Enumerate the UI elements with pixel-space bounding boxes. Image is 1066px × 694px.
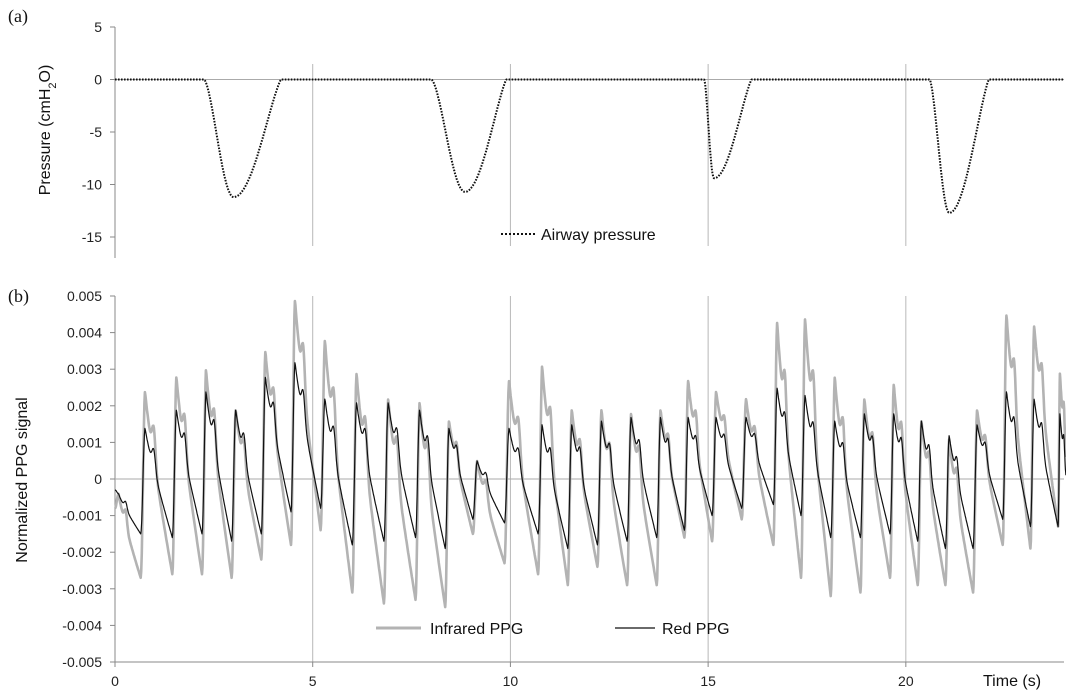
panel-a-axes (114, 27, 1064, 258)
panel-b-ppg: (b) Normalized PPG signal 0.0050.0040.00… (8, 286, 1066, 690)
panel-b-ytick-label: 0.005 (67, 288, 102, 304)
panel-b-ytick-label: 0.004 (67, 325, 102, 341)
panel-a-y-axis-title: Pressure (cmH2O) (37, 65, 59, 196)
series-airway-pressure (115, 78, 1064, 214)
panel-b-y-ticks: 0.005 0.004 0.003 0.002 0.001 0 -0.001 -0.002 -0… (62, 288, 115, 670)
panel-a-ytick-label: 0 (94, 72, 102, 88)
series-infrared-ppg (113, 299, 1066, 609)
legend-label-airway-pressure: Airway pressure (541, 227, 656, 244)
panel-b-xtick-label: 0 (111, 673, 119, 689)
panel-b-ytick-label: -0.003 (62, 581, 102, 597)
panel-b-ytick-label: 0 (94, 471, 102, 487)
panel-a-gridlines (312, 64, 907, 246)
panel-b-y-axis-title: Normalized PPG signal (14, 397, 31, 562)
panel-b-ytick-label: -0.001 (62, 508, 102, 524)
panel-b-ytick-label: -0.002 (62, 544, 102, 560)
panel-b-axes (114, 296, 1064, 663)
panel-a-y-ticks: 5 0 -5 -10 -15 (82, 19, 115, 245)
panel-a-ytick-label: -15 (82, 229, 102, 245)
panel-b-xtick-label: 10 (503, 673, 519, 689)
panel-b-ytick-label: 0.001 (67, 434, 102, 450)
panel-a-label: (a) (8, 6, 28, 27)
legend-label-infrared-ppg: Infrared PPG (430, 621, 523, 638)
series-red-ppg (114, 362, 1066, 550)
panel-b-xtick-label: 15 (700, 673, 716, 689)
panel-a-ytick-label: -5 (90, 124, 103, 140)
panel-b-x-axis-title: Time (s) (983, 673, 1041, 690)
panel-b-label: (b) (8, 286, 29, 307)
panel-b-legend: Infrared PPG Red PPG (376, 621, 730, 638)
panel-a-series (115, 78, 1064, 214)
panel-b-series (113, 299, 1066, 609)
panel-a-pressure: (a) Pressure (cmH2O) 5 0 -5 -10 -15 Airway p… (8, 6, 1064, 258)
legend-label-red-ppg: Red PPG (662, 621, 730, 638)
panel-b-ytick-label: -0.004 (62, 617, 102, 633)
panel-b-xtick-label: 20 (898, 673, 914, 689)
panel-a-ytick-label: -10 (82, 177, 102, 193)
panel-b-ytick-label: 0.002 (67, 398, 102, 414)
panel-a-ytick-label: 5 (94, 19, 102, 35)
panel-b-x-ticks: 0 5 10 15 20 (111, 662, 914, 689)
panel-b-ytick-label: 0.003 (67, 361, 102, 377)
panel-a-legend: Airway pressure (501, 227, 656, 244)
panel-b-xtick-label: 5 (309, 673, 317, 689)
panel-b-ytick-label: -0.005 (62, 654, 102, 670)
